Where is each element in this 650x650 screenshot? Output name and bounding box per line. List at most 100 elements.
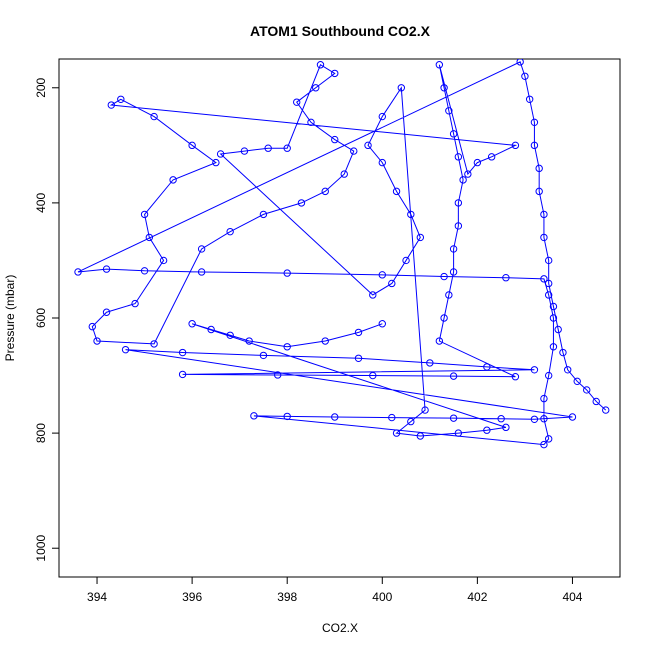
data-point-0-55 — [511, 373, 520, 381]
data-point-0-60 — [449, 245, 458, 253]
x-tick-label-396: 396 — [182, 590, 202, 604]
data-point-0-27 — [540, 275, 548, 283]
data-point-0-128 — [378, 320, 386, 328]
data-point-0-29 — [549, 314, 558, 322]
data-point-0-34 — [544, 435, 553, 443]
x-axis: 394 396 398 400 402 404 — [87, 577, 583, 604]
data-point-0-97 — [312, 84, 320, 92]
data-point-0-116 — [392, 429, 401, 437]
data-point-0-71 — [487, 153, 496, 161]
data-point-0-75 — [150, 112, 158, 121]
data-point-0-121 — [188, 320, 196, 328]
data-point-0-0 — [602, 406, 610, 414]
data-point-0-83 — [102, 308, 111, 316]
data-point-0-46 — [259, 351, 268, 360]
data-point-0-111 — [364, 141, 372, 150]
data-point-0-18 — [516, 59, 524, 66]
series-line-0 — [77, 61, 607, 446]
data-point-0-103 — [216, 150, 225, 158]
data-point-0-80 — [145, 233, 154, 242]
plot-area — [74, 59, 610, 449]
data-point-0-36 — [250, 412, 258, 420]
data-point-0-16 — [525, 95, 534, 103]
data-point-0-4 — [564, 366, 572, 374]
data-point-0-123 — [226, 331, 234, 339]
data-point-0-37 — [283, 412, 291, 421]
data-point-0-73 — [107, 101, 115, 109]
data-point-0-49 — [483, 363, 491, 371]
data-point-0-67 — [440, 84, 448, 92]
data-point-0-43 — [568, 413, 577, 421]
data-point-0-47 — [354, 354, 363, 362]
data-point-0-68 — [435, 61, 444, 69]
chart-title: ATOM1 Southbound CO2.X — [250, 23, 431, 39]
data-point-0-52 — [273, 371, 282, 379]
data-point-0-1 — [592, 397, 600, 406]
data-point-0-125 — [283, 343, 291, 351]
data-point-0-10 — [540, 233, 548, 242]
y-axis: 200 400 600 800 1000 — [34, 77, 59, 562]
data-point-0-12 — [535, 187, 543, 196]
data-point-0-30 — [549, 343, 558, 351]
data-point-0-26 — [502, 274, 510, 282]
data-point-0-57 — [440, 314, 448, 322]
data-point-0-105 — [388, 279, 396, 288]
data-point-0-66 — [445, 107, 453, 115]
data-point-0-74 — [117, 95, 125, 103]
data-point-0-41 — [497, 415, 505, 423]
data-point-0-72 — [511, 141, 520, 150]
data-point-0-88 — [226, 227, 234, 236]
x-tick-label-394: 394 — [87, 590, 107, 604]
data-point-0-78 — [169, 176, 177, 184]
data-point-0-99 — [316, 61, 325, 69]
data-point-0-112 — [378, 112, 386, 121]
data-point-0-110 — [378, 158, 386, 167]
data-point-0-64 — [454, 153, 463, 161]
data-point-0-113 — [397, 84, 406, 92]
data-point-0-15 — [530, 118, 539, 127]
data-point-0-22 — [197, 268, 206, 276]
data-point-0-31 — [544, 371, 553, 380]
data-point-0-38 — [331, 413, 339, 421]
data-point-0-115 — [407, 417, 415, 426]
data-point-0-53 — [369, 371, 377, 380]
data-point-0-25 — [440, 272, 448, 281]
data-point-0-3 — [573, 377, 581, 386]
data-point-0-85 — [93, 337, 101, 345]
data-point-0-51 — [178, 370, 187, 379]
data-point-0-77 — [212, 158, 220, 167]
y-axis-label: Pressure (mbar) — [3, 275, 17, 362]
data-point-0-2 — [583, 386, 591, 394]
data-point-0-17 — [521, 72, 529, 80]
data-point-0-98 — [331, 69, 339, 78]
data-point-0-94 — [331, 135, 339, 144]
y-tick-label-400: 400 — [34, 193, 48, 213]
y-tick-label-600: 600 — [34, 308, 48, 328]
data-point-0-126 — [321, 337, 329, 345]
data-point-0-101 — [264, 144, 272, 152]
data-point-0-81 — [159, 256, 168, 265]
data-point-0-90 — [297, 199, 306, 207]
data-point-0-24 — [378, 271, 386, 279]
y-tick-label-200: 200 — [34, 77, 48, 97]
data-point-0-89 — [259, 210, 268, 219]
data-point-0-42 — [530, 415, 539, 423]
data-point-0-61 — [454, 222, 463, 230]
data-point-0-9 — [544, 256, 553, 265]
data-point-0-109 — [392, 187, 401, 196]
data-point-0-7 — [549, 302, 558, 311]
data-point-0-82 — [131, 299, 139, 308]
data-point-0-45 — [178, 348, 187, 357]
data-point-0-62 — [454, 199, 463, 207]
data-point-0-84 — [88, 322, 96, 331]
data-point-0-21 — [140, 267, 149, 275]
data-point-0-92 — [340, 170, 348, 178]
data-point-0-5 — [559, 348, 567, 357]
data-point-0-87 — [197, 245, 206, 253]
data-point-0-122 — [207, 325, 215, 334]
data-point-0-108 — [407, 210, 415, 219]
data-point-0-40 — [449, 414, 458, 422]
data-point-0-127 — [354, 328, 363, 337]
data-point-0-48 — [426, 359, 434, 367]
